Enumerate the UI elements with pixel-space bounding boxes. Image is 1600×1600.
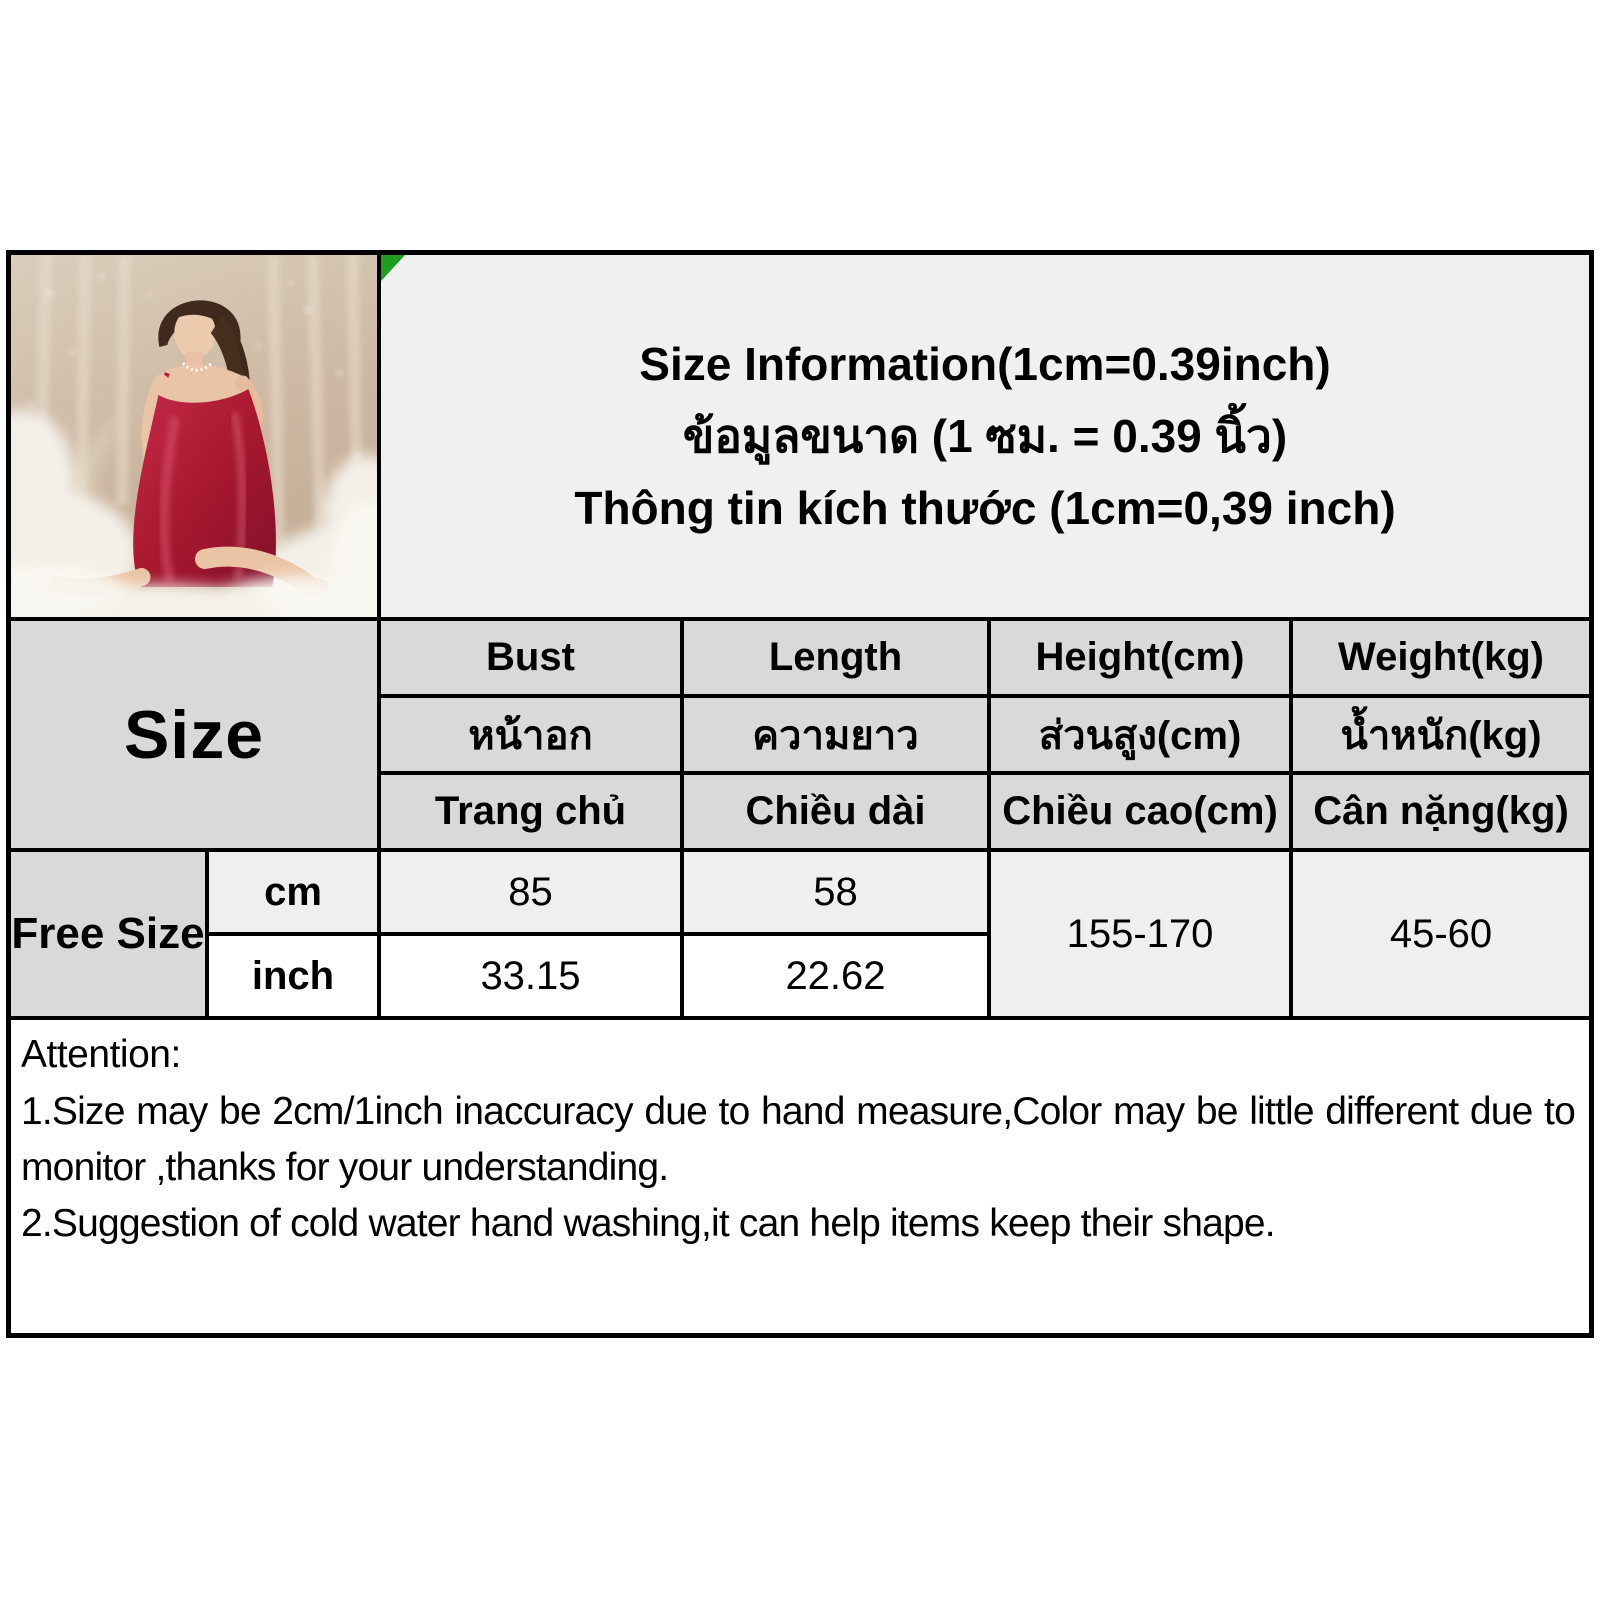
header-height-vi: Chiều cao(cm) — [989, 773, 1291, 850]
title-vietnamese: Thông tin kích thước (1cm=0,39 inch) — [574, 482, 1396, 534]
header-bust-en: Bust — [379, 619, 682, 696]
size-chart-sheet: Size Information(1cm=0.39inch) ข้อมูลขนา… — [6, 250, 1594, 1338]
product-photo — [9, 253, 379, 619]
value-length-inch: 22.62 — [682, 934, 989, 1018]
value-bust-inch: 33.15 — [379, 934, 682, 1018]
header-weight-vi: Cân nặng(kg) — [1291, 773, 1591, 850]
product-photo-illustration — [11, 255, 377, 617]
header-height-en: Height(cm) — [989, 619, 1291, 696]
attention-item-1: 1.Size may be 2cm/1inch inaccuracy due t… — [21, 1090, 1576, 1189]
size-corner-label: Size — [123, 696, 265, 773]
header-bust-vi: Trang chủ — [379, 773, 682, 850]
header-length-th: ความยาว — [682, 696, 989, 773]
corner-flag-icon — [381, 255, 405, 281]
value-length-cm: 58 — [682, 850, 989, 934]
size-information-title: Size Information(1cm=0.39inch) ข้อมูลขนา… — [379, 253, 1591, 619]
value-weight-range: 45-60 — [1291, 850, 1591, 1018]
header-bust-th: หน้าอก — [379, 696, 682, 773]
attention-section: Attention: 1.Size may be 2cm/1inch inacc… — [9, 1018, 1591, 1335]
header-length-en: Length — [682, 619, 989, 696]
attention-item-2: 2.Suggestion of cold water hand washing,… — [21, 1202, 1276, 1245]
header-height-th: ส่วนสูง(cm) — [989, 696, 1291, 773]
attention-heading: Attention: — [21, 1033, 181, 1076]
header-weight-th: น้ำหนัก(kg) — [1291, 696, 1591, 773]
title-english: Size Information(1cm=0.39inch) — [639, 338, 1331, 390]
value-height-range: 155-170 — [989, 850, 1291, 1018]
unit-label-inch: inch — [207, 934, 379, 1018]
size-corner-cell: Size — [9, 619, 379, 850]
unit-label-cm: cm — [207, 850, 379, 934]
value-bust-cm: 85 — [379, 850, 682, 934]
row-label-free-size: Free Size — [9, 850, 207, 1018]
header-length-vi: Chiều dài — [682, 773, 989, 850]
title-thai: ข้อมูลขนาด (1 ซม. = 0.39 นิ้ว) — [682, 410, 1288, 462]
header-weight-en: Weight(kg) — [1291, 619, 1591, 696]
size-chart-grid: Size Information(1cm=0.39inch) ข้อมูลขนา… — [9, 253, 1591, 1335]
